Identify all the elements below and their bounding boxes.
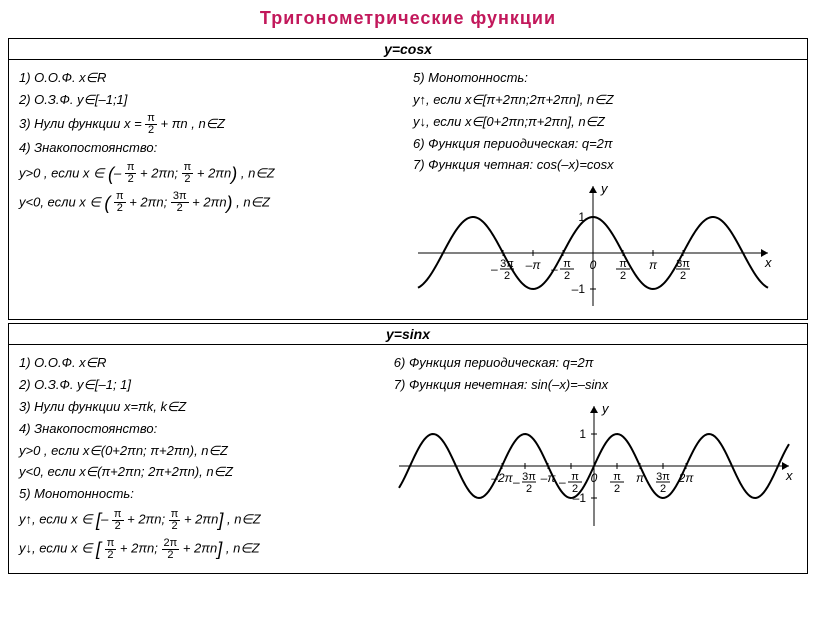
cos-card: y=cosx 1) О.О.Ф. x∈R 2) О.З.Ф. y∈[–1;1] … bbox=[8, 38, 808, 320]
sin-r1: 6) Функция периодическая: q=2π bbox=[394, 354, 797, 373]
cos-l2: 2) О.З.Ф. y∈[–1;1] bbox=[19, 91, 403, 110]
sin-r2: 7) Функция нечетная: sin(–x)=–sinx bbox=[394, 376, 797, 395]
svg-text:2: 2 bbox=[660, 483, 666, 495]
sin-l9b: , n∈Z bbox=[226, 541, 260, 556]
svg-text:–1: –1 bbox=[572, 491, 586, 505]
cos-l5b: , n∈Z bbox=[241, 165, 275, 180]
cos-right-col: 5) Монотонность: y↑, если x∈[π+2πn;2π+2π… bbox=[413, 66, 797, 311]
svg-text:2: 2 bbox=[620, 270, 626, 282]
sin-l6: y<0, если x∈(π+2πn; 2π+2πn), n∈Z bbox=[19, 463, 384, 482]
svg-text:–: – bbox=[513, 475, 520, 489]
svg-text:2: 2 bbox=[680, 270, 686, 282]
svg-text:3π: 3π bbox=[656, 471, 670, 483]
cos-chart: –3π2–π–π20π2π3π21–1xy bbox=[413, 181, 797, 311]
svg-text:1: 1 bbox=[579, 427, 586, 441]
svg-text:2: 2 bbox=[564, 270, 570, 282]
svg-text:2: 2 bbox=[526, 483, 532, 495]
frac-pi2: π2 bbox=[145, 113, 157, 136]
cos-r3: y↓, если x∈[0+2πn;π+2πn], n∈Z bbox=[413, 113, 797, 132]
cos-l4: 4) Знакопостоянство: bbox=[19, 139, 403, 158]
svg-text:0: 0 bbox=[590, 471, 597, 485]
svg-text:–: – bbox=[491, 262, 498, 276]
svg-text:3π: 3π bbox=[676, 258, 690, 270]
sin-card: y=sinx 1) О.О.Ф. х∈R 2) О.З.Ф. y∈[–1; 1]… bbox=[8, 323, 808, 574]
svg-text:y: y bbox=[600, 181, 609, 196]
sin-l8: y↑, если x ∈ [– π2 + 2πn; π2 + 2πn] , n∈… bbox=[19, 507, 384, 533]
svg-text:0: 0 bbox=[590, 258, 597, 272]
cos-l3: 3) Нули функции x = π2 + πn , n∈Z bbox=[19, 113, 403, 136]
sin-l8a: y↑, если x ∈ bbox=[19, 512, 92, 527]
svg-text:–1: –1 bbox=[572, 282, 586, 296]
sin-l7: 5) Монотонность: bbox=[19, 485, 384, 504]
svg-text:2: 2 bbox=[614, 483, 620, 495]
svg-text:–: – bbox=[559, 475, 566, 489]
cos-l6b: , n∈Z bbox=[236, 194, 270, 209]
cos-l3a: 3) Нули функции x = bbox=[19, 116, 142, 131]
svg-text:x: x bbox=[785, 468, 793, 483]
svg-text:2π: 2π bbox=[677, 471, 694, 485]
sin-l8b: , n∈Z bbox=[227, 512, 261, 527]
cos-r2: y↑, если x∈[π+2πn;2π+2πn], n∈Z bbox=[413, 91, 797, 110]
svg-text:π: π bbox=[649, 258, 658, 272]
svg-text:π: π bbox=[619, 258, 627, 270]
svg-text:2: 2 bbox=[504, 270, 510, 282]
svg-text:–π: –π bbox=[525, 258, 542, 272]
svg-text:y: y bbox=[601, 401, 610, 416]
sin-l9: y↓, если x ∈ [ π2 + 2πn; 2π2 + 2πn] , n∈… bbox=[19, 536, 384, 562]
svg-text:3π: 3π bbox=[500, 258, 514, 270]
cos-l5a: y>0 , если x ∈ bbox=[19, 165, 104, 180]
sin-l3: 3) Нули функции x=πk, k∈Z bbox=[19, 398, 384, 417]
sin-header: y=sinx bbox=[9, 324, 807, 345]
sin-l1: 1) О.О.Ф. х∈R bbox=[19, 354, 384, 373]
cos-l6: y<0, если x ∈ ( π2 + 2πn; 3π2 + 2πn) , n… bbox=[19, 190, 403, 216]
cos-header: y=cosx bbox=[9, 39, 807, 60]
svg-text:π: π bbox=[563, 258, 571, 270]
sin-l2: 2) О.З.Ф. y∈[–1; 1] bbox=[19, 376, 384, 395]
cos-l1: 1) О.О.Ф. x∈R bbox=[19, 69, 403, 88]
sin-left-col: 1) О.О.Ф. х∈R 2) О.З.Ф. y∈[–1; 1] 3) Нул… bbox=[19, 351, 384, 565]
sin-l9a: y↓, если x ∈ bbox=[19, 541, 92, 556]
svg-text:π: π bbox=[613, 471, 621, 483]
cos-l5: y>0 , если x ∈ (– π2 + 2πn; π2 + 2πn) , … bbox=[19, 161, 403, 187]
cos-l6a: y<0, если x ∈ bbox=[19, 194, 101, 209]
cos-r1: 5) Монотонность: bbox=[413, 69, 797, 88]
sin-right-col: 6) Функция периодическая: q=2π 7) Функци… bbox=[394, 351, 797, 565]
svg-text:π: π bbox=[636, 471, 645, 485]
svg-text:π: π bbox=[571, 471, 579, 483]
sin-l5: y>0 , если x∈(0+2πn; π+2πn), n∈Z bbox=[19, 442, 384, 461]
cos-l3b: + πn , n∈Z bbox=[161, 116, 225, 131]
cos-r5: 7) Функция четная: cos(–x)=cosx bbox=[413, 156, 797, 175]
page-title: Тригонометрические функции bbox=[4, 4, 812, 35]
svg-text:1: 1 bbox=[578, 210, 585, 224]
svg-text:–2π: –2π bbox=[490, 471, 513, 485]
svg-text:–π: –π bbox=[539, 471, 556, 485]
sin-l4: 4) Знакопостоянство: bbox=[19, 420, 384, 439]
sin-chart: –2π–3π2–π–π20π2π3π22π1–1xy bbox=[394, 401, 797, 531]
cos-left-col: 1) О.О.Ф. x∈R 2) О.З.Ф. y∈[–1;1] 3) Нули… bbox=[19, 66, 403, 311]
svg-text:3π: 3π bbox=[522, 471, 536, 483]
cos-r4: 6) Функция периодическая: q=2π bbox=[413, 135, 797, 154]
svg-text:–: – bbox=[551, 262, 558, 276]
svg-text:x: x bbox=[764, 255, 772, 270]
